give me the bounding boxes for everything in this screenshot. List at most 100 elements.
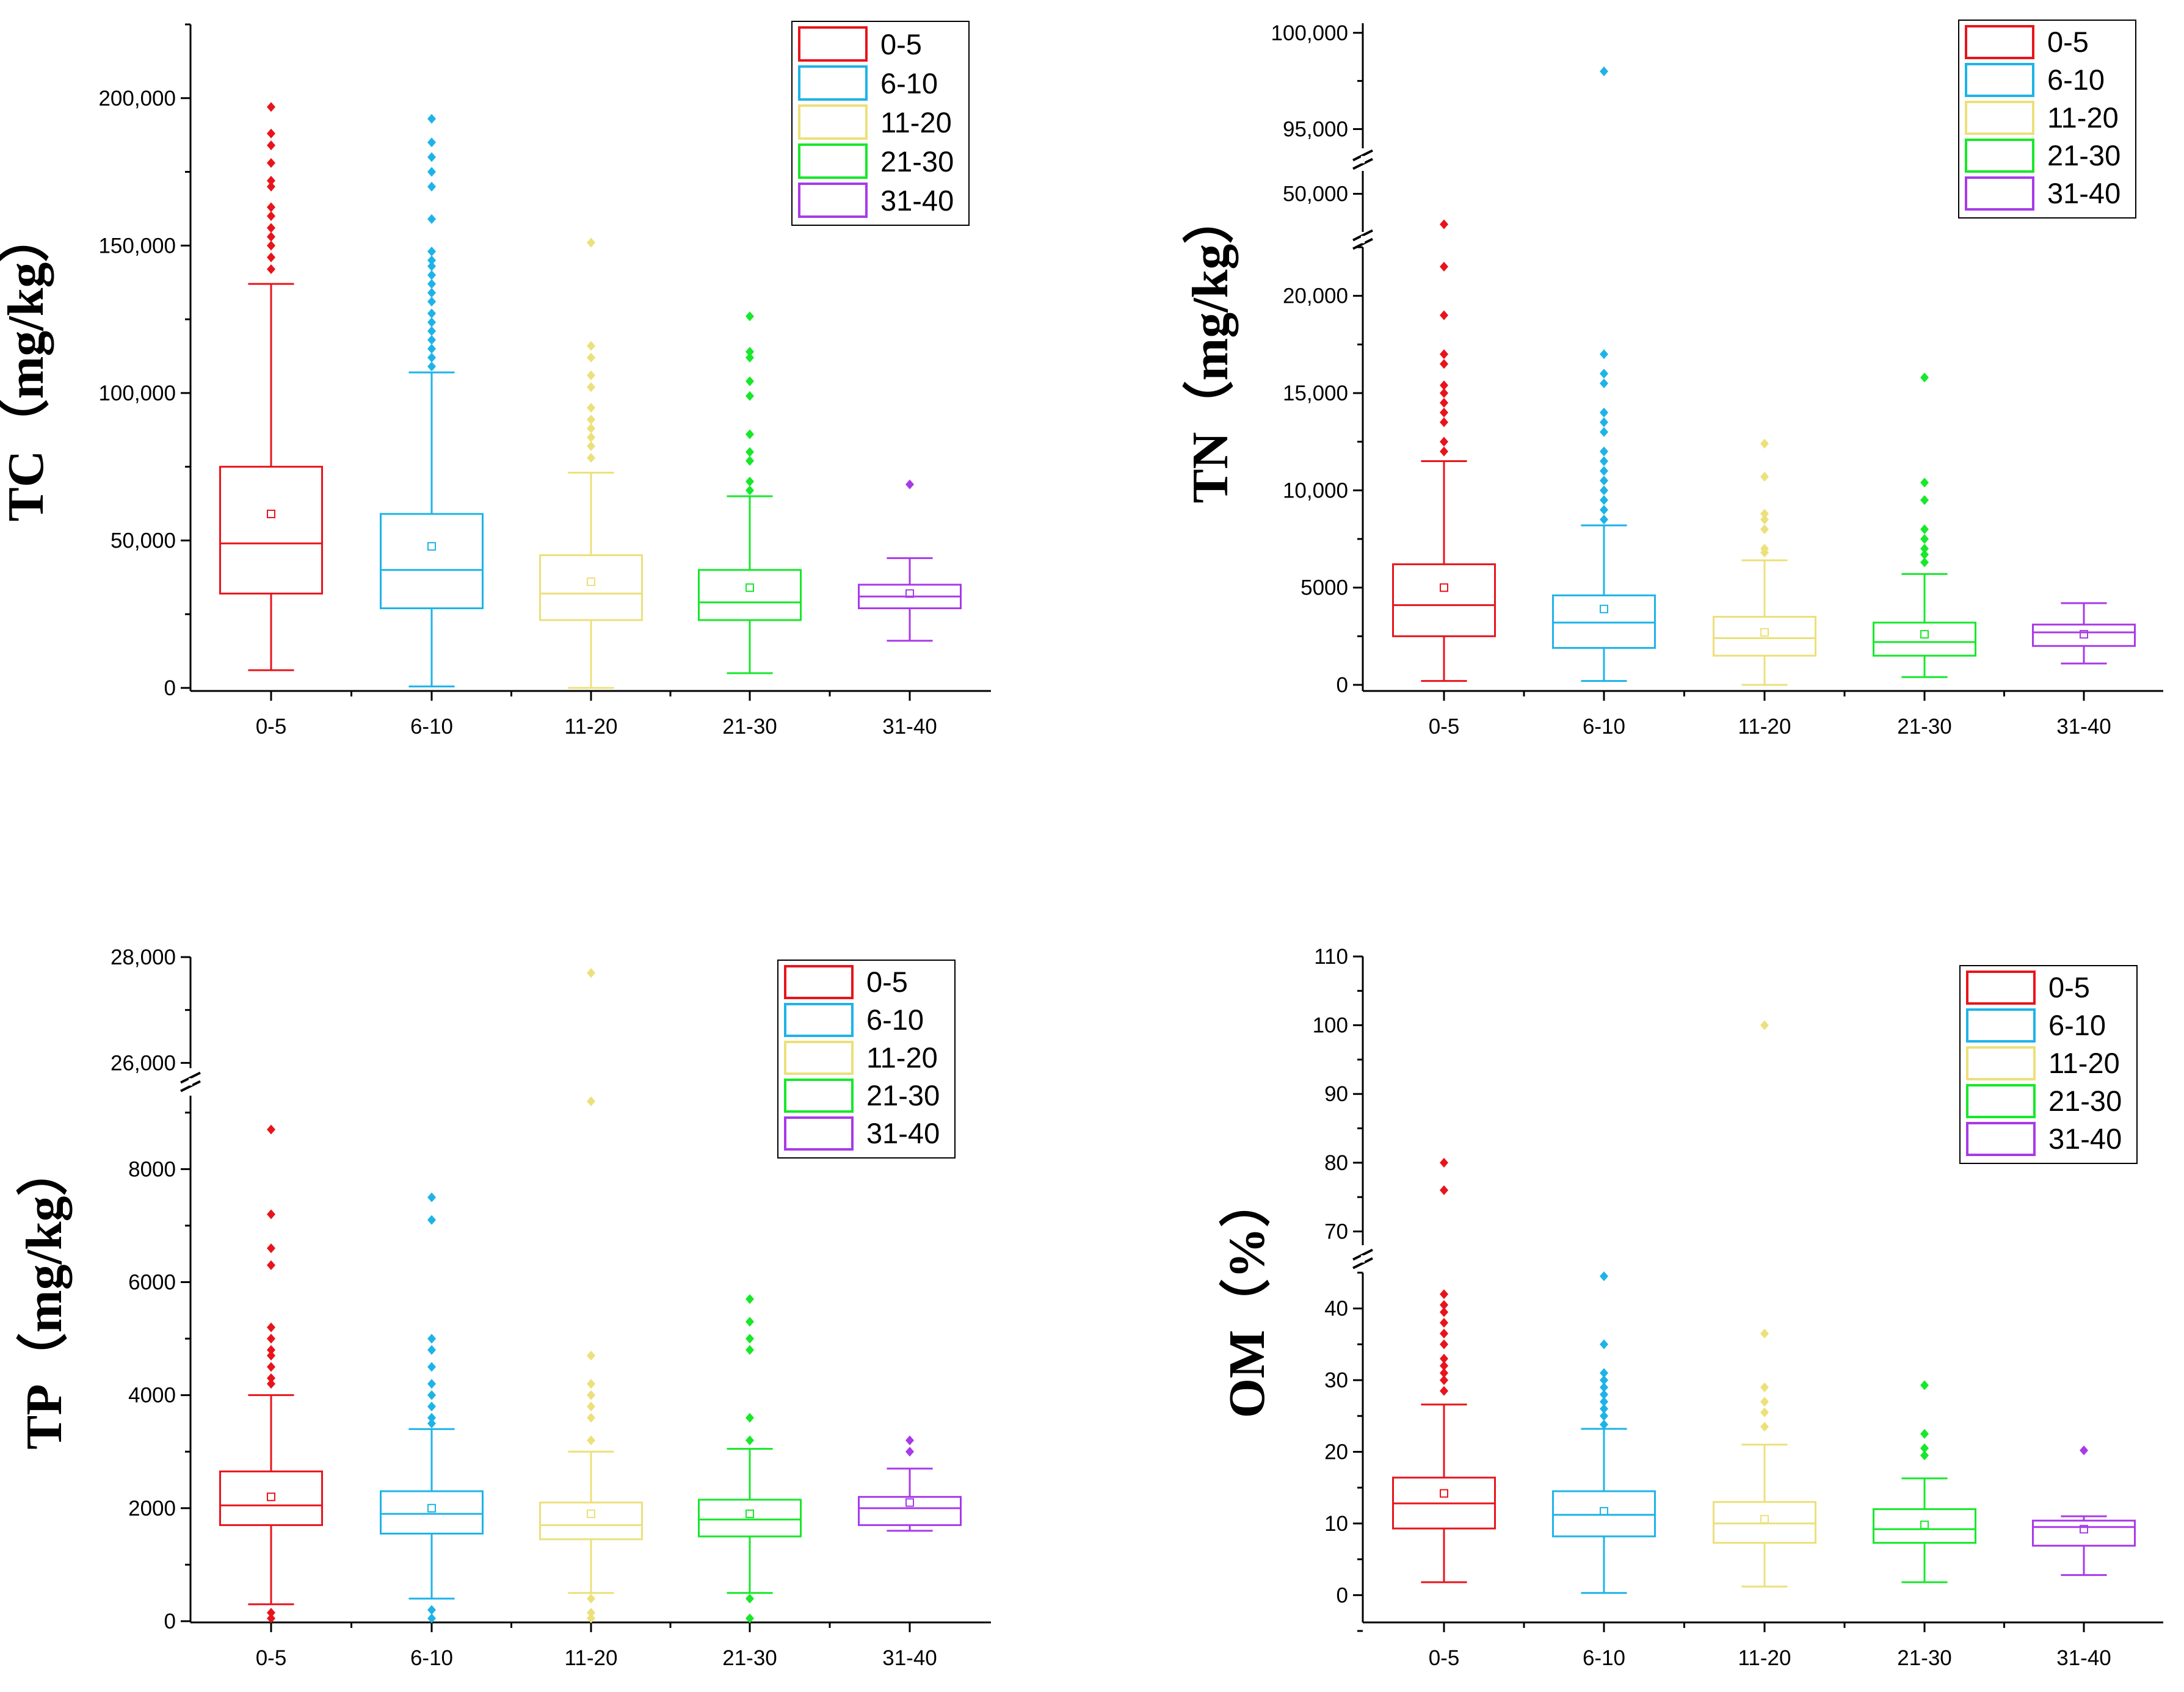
outlier-point (1600, 495, 1608, 505)
outlier-point (427, 1192, 436, 1202)
y-tick-label: 70 (1324, 1220, 1348, 1243)
chart-tc: 0 50,000 100,000 150,000 200,000 0-5 6-10 11-20… (0, 21, 991, 739)
y-tick-label: 50,000 (1283, 183, 1348, 206)
outlier-point (427, 1418, 436, 1428)
y-tick-label: 10 (1324, 1512, 1348, 1536)
legend-swatch-0-5 (798, 26, 868, 62)
outlier-point (1600, 466, 1608, 476)
y-tick-label: 110 (1314, 945, 1348, 969)
x-tick-label: 21-30 (1897, 715, 1952, 739)
y-axis-title: TP（mg/kg） (16, 1144, 73, 1449)
outlier-point (427, 1401, 436, 1412)
outlier-point (1440, 1353, 1448, 1364)
box-mean-marker (1760, 627, 1769, 637)
outlier-point (905, 1435, 914, 1445)
outlier-point (427, 246, 436, 256)
outlier-point (427, 334, 436, 345)
outlier-point (427, 317, 436, 327)
box-iqr (858, 1495, 962, 1527)
outlier-point (587, 1593, 595, 1603)
y-tick-label: 15,000 (1283, 381, 1348, 405)
outlier-point (746, 376, 754, 386)
chart-om: 0 10 20 30 40 70 80 90 100 110 0-5 6-10 11-20 21-30 31… (1219, 945, 2163, 1670)
outlier-point (267, 240, 275, 251)
outlier-point (427, 1605, 436, 1615)
axis-break-gap (189, 1078, 192, 1086)
outlier-point (267, 1334, 275, 1344)
x-tick-label: 0-5 (1429, 1646, 1460, 1670)
outlier-point (427, 261, 436, 272)
outlier-point (1600, 1411, 1608, 1421)
outlier-point (267, 102, 275, 112)
outlier-point (1600, 427, 1608, 437)
box-11-20 (1713, 1020, 1816, 1588)
outlier-point (587, 1096, 595, 1107)
y-axis-title: TN（mg/kg） (1182, 193, 1239, 504)
axis-break-mark (180, 1071, 201, 1084)
x-tick-label: 0-5 (256, 715, 287, 739)
box-21-30 (1873, 372, 1976, 678)
outlier-point (587, 237, 595, 248)
box-mean-marker (746, 583, 754, 592)
outlier-point (1600, 1375, 1608, 1386)
y-tick-label: 90 (1324, 1082, 1348, 1106)
outlier-point (267, 181, 275, 192)
legend-label-0-5: 0-5 (866, 966, 908, 998)
box-iqr (1873, 621, 1976, 657)
box-mean-marker (2080, 1525, 2088, 1534)
outlier-point (1920, 477, 1929, 488)
legend-swatch-21-30 (784, 1079, 854, 1113)
box-iqr (2032, 1519, 2136, 1547)
outlier-point (587, 432, 595, 443)
box-iqr (698, 1499, 802, 1538)
outlier-point (1760, 543, 1769, 554)
outlier-point (1920, 524, 1929, 535)
outlier-point (1920, 543, 1929, 554)
outlier-point (587, 1379, 595, 1389)
outlier-point (267, 1613, 275, 1624)
legend-swatch-11-20 (1965, 101, 2034, 135)
x-tick-label: 0-5 (256, 1646, 287, 1670)
outlier-point (587, 1412, 595, 1423)
outlier-point (587, 1613, 595, 1624)
x-tick-label: 21-30 (722, 1646, 777, 1670)
legend-label-31-40: 31-40 (2048, 1123, 2122, 1155)
y-tick-label: 20,000 (1283, 284, 1348, 308)
box-iqr (1713, 615, 1816, 657)
outlier-point (587, 1608, 595, 1618)
legend-label-0-5: 0-5 (2048, 971, 2090, 1003)
axis-break-mark (1352, 229, 1373, 242)
outlier-point (1760, 1020, 1769, 1030)
box-iqr (539, 554, 643, 621)
x-tick-label: 21-30 (1897, 1646, 1952, 1670)
outlier-point (1440, 359, 1448, 369)
box-6-10 (1552, 1271, 1656, 1594)
outlier-point (267, 252, 275, 262)
outlier-point (1440, 1318, 1448, 1328)
legend-swatch-0-5 (1966, 971, 2036, 1005)
outlier-point (267, 1345, 275, 1355)
axis-break-mark (1352, 1257, 1373, 1270)
legend-swatch-21-30 (798, 143, 868, 179)
x-tick-label: 31-40 (2056, 1646, 2111, 1670)
legend-swatch-6-10 (798, 65, 868, 101)
x-tick-label: 31-40 (882, 715, 937, 739)
box-mean-marker (1440, 583, 1448, 592)
outlier-point (1760, 472, 1769, 482)
y-tick-label: 28,000 (111, 945, 176, 969)
box-0-5 (1392, 219, 1496, 682)
y-tick-label: 0 (1337, 673, 1348, 697)
box-21-30 (698, 1294, 802, 1624)
outlier-point (427, 1390, 436, 1400)
outlier-point (1920, 549, 1929, 560)
legend-label-31-40: 31-40 (880, 184, 954, 217)
outlier-point (427, 287, 436, 298)
outlier-point (1600, 1419, 1608, 1430)
box-mean-marker (905, 589, 914, 598)
outlier-point (267, 128, 275, 139)
outlier-point (267, 1243, 275, 1253)
y-tick-label: 100,000 (1271, 21, 1348, 45)
axis-break-mark (1352, 1248, 1373, 1261)
outlier-point (1920, 1443, 1929, 1453)
outlier-point (746, 1435, 754, 1445)
